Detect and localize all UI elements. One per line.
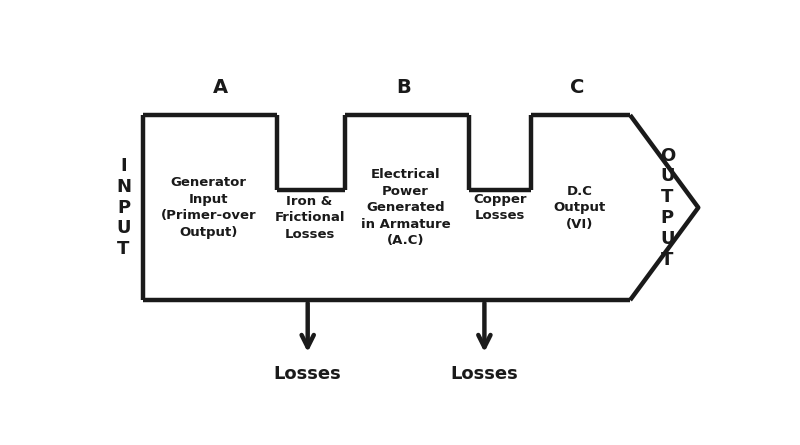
Text: Electrical
Power
Generated
in Armature
(A.C): Electrical Power Generated in Armature (…	[361, 168, 450, 247]
Text: Losses: Losses	[274, 365, 342, 383]
Text: D.C
Output
(VI): D.C Output (VI)	[553, 185, 606, 231]
Text: A: A	[214, 78, 229, 97]
Text: O
U
T
P
U
T: O U T P U T	[660, 146, 675, 269]
Text: I
N
P
U
T: I N P U T	[116, 157, 131, 258]
Text: Generator
Input
(Primer-over
Output): Generator Input (Primer-over Output)	[161, 176, 256, 239]
Text: Copper
Losses: Copper Losses	[473, 193, 526, 222]
Text: C: C	[570, 78, 585, 97]
Text: B: B	[397, 78, 411, 97]
Text: Losses: Losses	[450, 365, 518, 383]
Text: Iron &
Frictional
Losses: Iron & Frictional Losses	[274, 195, 345, 241]
